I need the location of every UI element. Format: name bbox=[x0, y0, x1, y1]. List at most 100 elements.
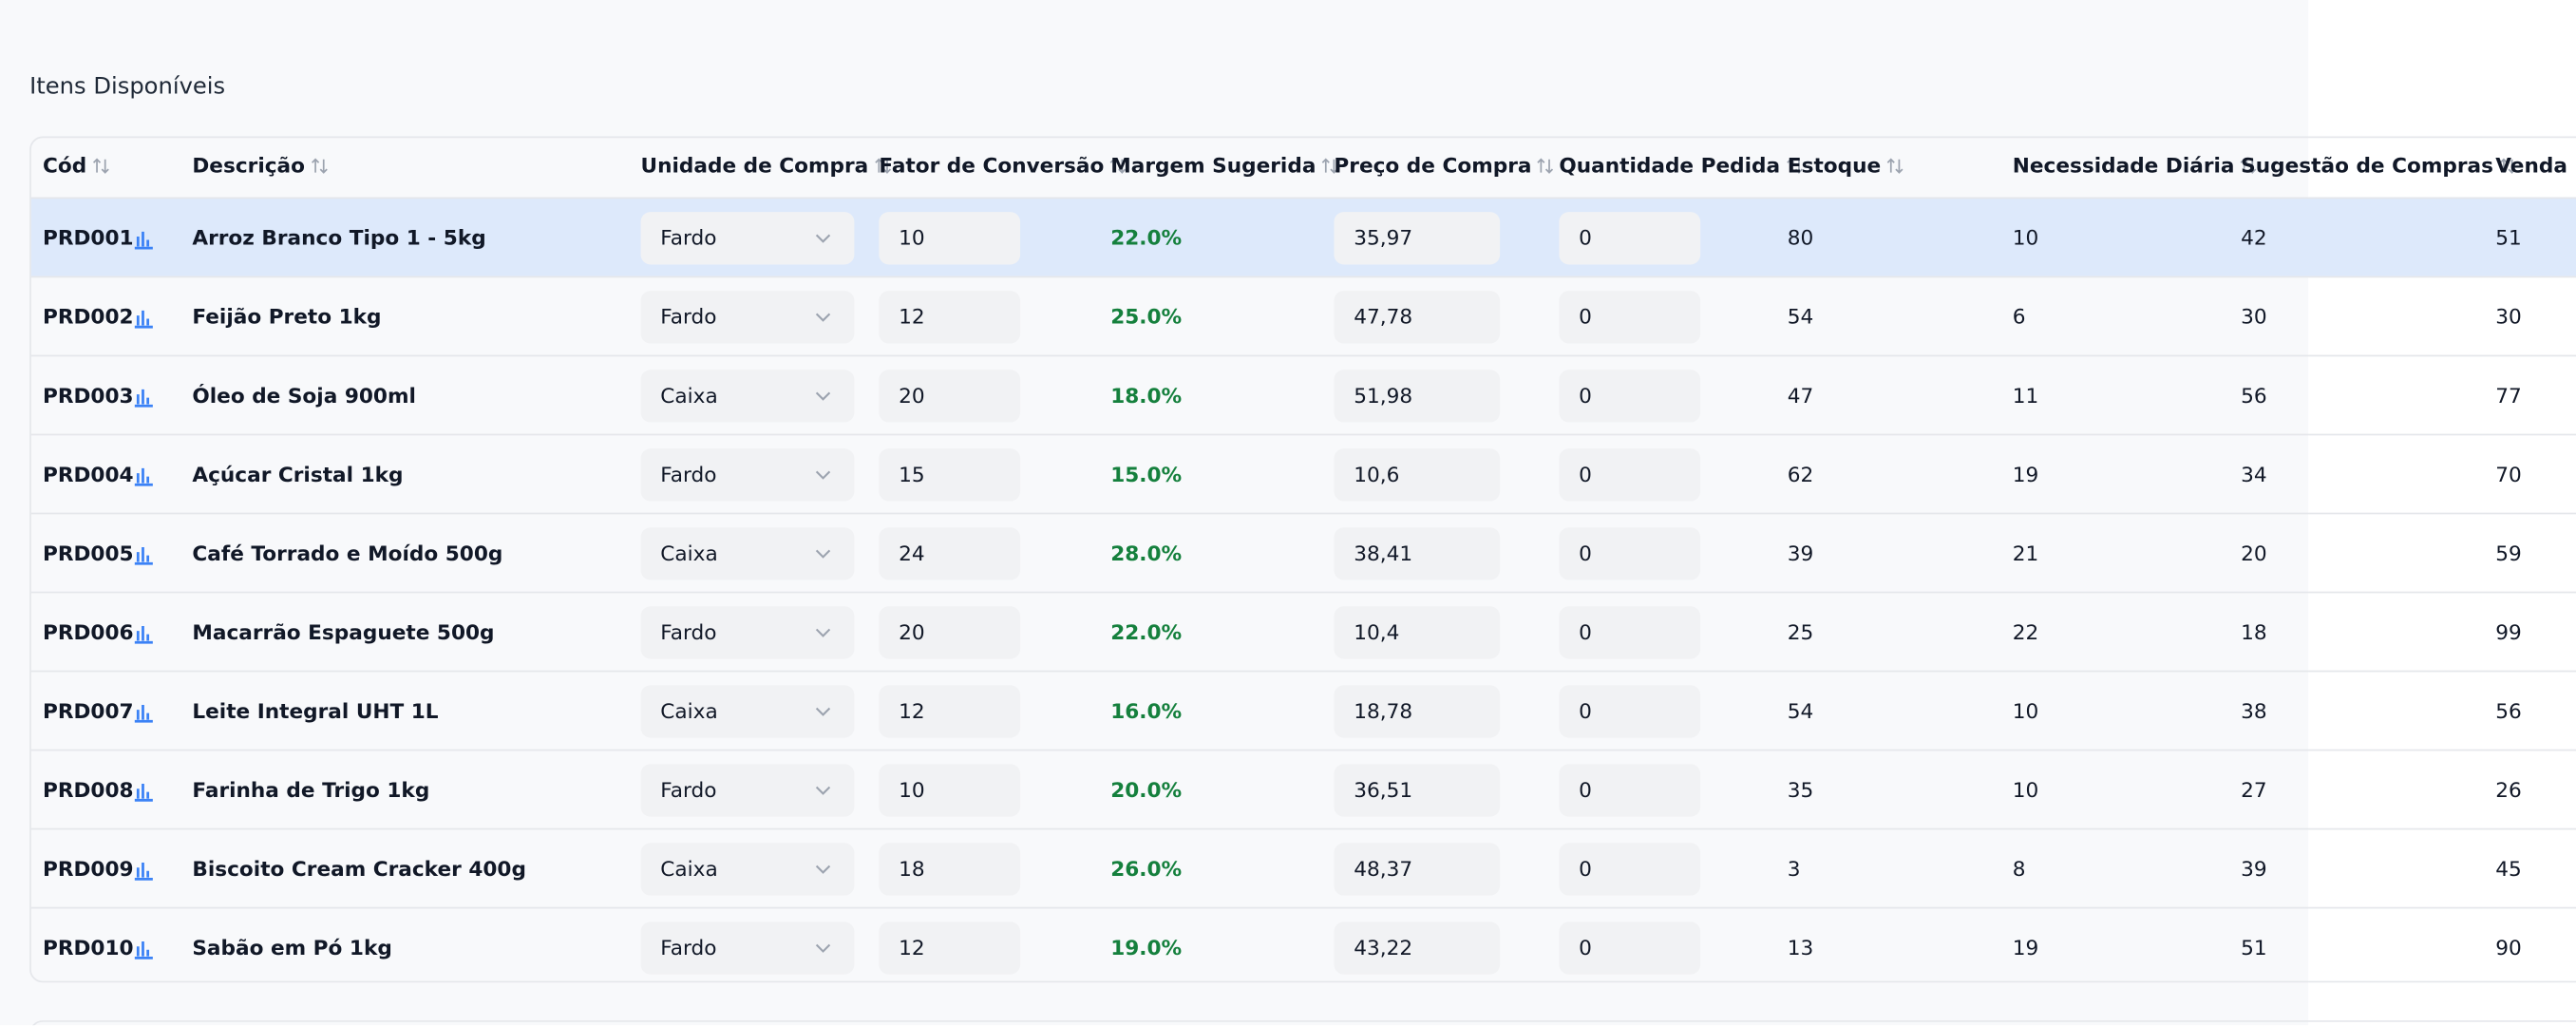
input-field[interactable]: 0 bbox=[1559, 447, 1701, 501]
column-header[interactable]: Fator de Conversão bbox=[879, 153, 1127, 178]
input-field[interactable]: 0 bbox=[1559, 763, 1701, 816]
cell: 20 bbox=[879, 356, 1021, 433]
column-header[interactable]: Necessidade Diária bbox=[2013, 153, 2258, 178]
column-header[interactable]: Margem Sugerida bbox=[1110, 153, 1338, 178]
cell-text: 19.0% bbox=[1110, 935, 1183, 960]
chart-button[interactable] bbox=[133, 698, 154, 730]
sort-icon[interactable] bbox=[2498, 155, 2516, 175]
header-text: Estoque bbox=[1787, 152, 1882, 178]
cell-text: 80 bbox=[1787, 224, 1814, 250]
column-header[interactable]: Unidade de Compra bbox=[641, 153, 892, 178]
input-field[interactable]: 18 bbox=[879, 842, 1021, 895]
sort-icon[interactable] bbox=[91, 155, 109, 175]
cell-text: 56 bbox=[2495, 698, 2522, 724]
table-row[interactable]: PRD002 Feijão Preto 1kg Fardo 12 25.0% 47,78 0… bbox=[30, 276, 2576, 355]
unit-select[interactable]: Fardo bbox=[640, 290, 855, 343]
chart-icon[interactable] bbox=[133, 307, 154, 329]
table-row[interactable]: PRD010 Sabão em Pó 1kg Fardo 12 19.0% 43,22 0 1… bbox=[30, 906, 2576, 986]
chart-button[interactable] bbox=[133, 462, 154, 493]
sort-icon[interactable] bbox=[1785, 155, 1803, 175]
column-header[interactable]: Preço de Compra bbox=[1334, 153, 1554, 178]
input-field[interactable]: 18,78 bbox=[1334, 684, 1501, 737]
cell-text: Sabão em Pó 1kg bbox=[192, 935, 392, 960]
input-field[interactable]: 0 bbox=[1559, 921, 1701, 974]
cell-text: 16.0% bbox=[1110, 698, 1183, 724]
column-header[interactable]: Sugestão de Compras bbox=[2241, 153, 2516, 178]
unit-select[interactable]: Fardo bbox=[640, 763, 855, 816]
unit-select[interactable]: Caixa bbox=[640, 842, 855, 895]
input-field[interactable]: 48,37 bbox=[1334, 842, 1501, 895]
input-field[interactable]: 0 bbox=[1559, 526, 1701, 580]
input-field[interactable]: 20 bbox=[879, 605, 1021, 658]
chart-icon[interactable] bbox=[133, 939, 154, 960]
unit-select[interactable]: Fardo bbox=[640, 605, 855, 658]
input-field[interactable]: 43,22 bbox=[1334, 921, 1501, 974]
sort-icon[interactable] bbox=[2240, 155, 2258, 175]
input-field[interactable]: 20 bbox=[879, 369, 1021, 422]
unit-select[interactable]: Caixa bbox=[640, 526, 855, 580]
input-field[interactable]: 0 bbox=[1559, 290, 1701, 343]
sort-icon[interactable] bbox=[1537, 155, 1555, 175]
input-field[interactable]: 15 bbox=[879, 447, 1021, 501]
column-header[interactable]: Descrição bbox=[192, 153, 328, 178]
table-row[interactable]: PRD009 Biscoito Cream Cracker 400g Caixa 18… bbox=[30, 827, 2576, 907]
column-header[interactable]: Quantidade Pedida bbox=[1559, 153, 1803, 178]
chart-icon[interactable] bbox=[133, 386, 154, 408]
input-field[interactable]: 12 bbox=[879, 921, 1021, 974]
input-field[interactable]: 10 bbox=[879, 211, 1021, 264]
input-field[interactable]: 38,41 bbox=[1334, 526, 1501, 580]
chart-icon[interactable] bbox=[133, 781, 154, 802]
unit-select[interactable]: Fardo bbox=[640, 447, 855, 501]
chart-button[interactable] bbox=[133, 383, 154, 414]
input-field[interactable]: 0 bbox=[1559, 605, 1701, 658]
chart-button[interactable] bbox=[133, 619, 154, 651]
table-row[interactable]: PRD003 Óleo de Soja 900ml Caixa 20 18.0% 51,9… bbox=[30, 354, 2576, 434]
input-field[interactable]: 36,51 bbox=[1334, 763, 1501, 816]
input-field[interactable]: 10,4 bbox=[1334, 605, 1501, 658]
chart-icon[interactable] bbox=[133, 702, 154, 723]
input-field[interactable]: 10,6 bbox=[1334, 447, 1501, 501]
chart-icon[interactable] bbox=[133, 465, 154, 486]
input-field[interactable]: 10 bbox=[879, 763, 1021, 816]
input-field[interactable]: 12 bbox=[879, 290, 1021, 343]
unit-select[interactable]: Fardo bbox=[640, 921, 855, 974]
table-row[interactable]: PRD004 Açúcar Cristal 1kg Fardo 15 15.0% 10,6… bbox=[30, 433, 2576, 513]
unit-select[interactable]: Caixa bbox=[640, 684, 855, 737]
input-field[interactable]: 51,98 bbox=[1334, 369, 1501, 422]
unit-select[interactable]: Caixa bbox=[640, 369, 855, 422]
chart-button[interactable] bbox=[133, 541, 154, 572]
input-field[interactable]: 0 bbox=[1559, 211, 1701, 264]
sort-icon[interactable] bbox=[1321, 155, 1339, 175]
input-field[interactable]: 24 bbox=[879, 526, 1021, 580]
input-field[interactable]: 0 bbox=[1559, 684, 1701, 737]
sort-icon[interactable] bbox=[873, 155, 891, 175]
chart-button[interactable] bbox=[133, 935, 154, 966]
chart-icon[interactable] bbox=[133, 543, 154, 565]
column-header[interactable]: Venda Ú bbox=[2495, 153, 2576, 178]
column-header[interactable]: Estoque bbox=[1788, 153, 1904, 178]
table-row[interactable]: PRD007 Leite Integral UHT 1L Caixa 12 16.0% 1… bbox=[30, 670, 2576, 750]
chart-button[interactable] bbox=[133, 304, 154, 335]
cell: 12 bbox=[879, 672, 1021, 749]
input-field[interactable]: 35,97 bbox=[1334, 211, 1501, 264]
chart-button[interactable] bbox=[133, 225, 154, 256]
input-field[interactable]: 12 bbox=[879, 684, 1021, 737]
sort-icon[interactable] bbox=[1109, 155, 1127, 175]
chart-icon[interactable] bbox=[133, 860, 154, 881]
sort-icon[interactable] bbox=[310, 155, 328, 175]
chart-button[interactable] bbox=[133, 856, 154, 887]
column-header[interactable]: Cód bbox=[43, 153, 109, 178]
table-row[interactable]: PRD001 Arroz Branco Tipo 1 - 5kg Fardo 10 22… bbox=[30, 197, 2576, 276]
input-field[interactable]: 0 bbox=[1559, 369, 1701, 422]
table-row[interactable]: PRD008 Farinha de Trigo 1kg Fardo 10 20.0% 36… bbox=[30, 749, 2576, 828]
table-row[interactable]: PRD006 Macarrão Espaguete 500g Fardo 20 22.0… bbox=[30, 591, 2576, 671]
product-code: PRD009 bbox=[42, 856, 134, 882]
input-field[interactable]: 47,78 bbox=[1334, 290, 1501, 343]
chart-icon[interactable] bbox=[133, 623, 154, 644]
table-row[interactable]: PRD005 Café Torrado e Moído 500g Caixa 24 28… bbox=[30, 512, 2576, 592]
sort-icon[interactable] bbox=[1885, 155, 1904, 175]
unit-select[interactable]: Fardo bbox=[640, 211, 855, 264]
chart-icon[interactable] bbox=[133, 228, 154, 250]
chart-button[interactable] bbox=[133, 777, 154, 808]
input-field[interactable]: 0 bbox=[1559, 842, 1701, 895]
